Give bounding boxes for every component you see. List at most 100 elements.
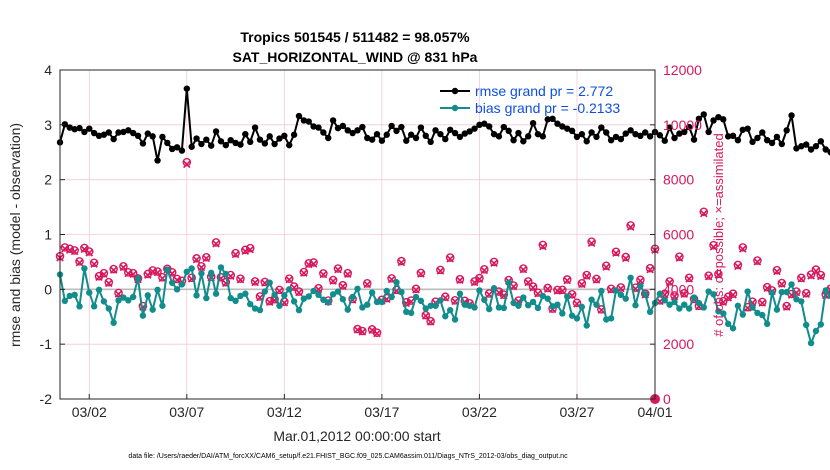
obs-assimilated-marker <box>353 326 362 334</box>
bias-point <box>583 322 590 329</box>
obs-assimilated-marker <box>192 255 201 264</box>
rmse-point <box>237 141 244 148</box>
obs-assimilated-marker <box>817 272 825 281</box>
rmse-point <box>207 142 215 149</box>
rmse-point <box>105 129 112 136</box>
rmse-point <box>490 130 498 138</box>
bias-point <box>305 293 312 300</box>
rmse-point <box>783 127 790 134</box>
bias-point <box>822 287 829 294</box>
bias-series <box>56 264 830 347</box>
rmse-point <box>125 127 132 134</box>
y2-tick-label: 4000 <box>663 281 694 297</box>
obs-possible-marker <box>679 288 689 298</box>
obs-possible-marker <box>426 316 435 326</box>
obs-possible-marker <box>153 267 162 276</box>
rmse-point <box>676 130 683 137</box>
rmse-point <box>793 145 800 152</box>
rmse-point <box>271 140 278 148</box>
obs-possible-marker <box>436 265 445 275</box>
obs-assimilated-marker <box>539 242 547 251</box>
rmse-point <box>232 139 239 147</box>
bias-point <box>178 281 186 288</box>
obs-assimilated-marker <box>558 287 567 295</box>
rmse-point <box>744 125 751 132</box>
obs-possible-marker <box>333 264 343 273</box>
rmse-point <box>422 132 429 139</box>
rmse-point <box>524 133 532 140</box>
obs-assimilated-marker <box>339 282 347 291</box>
y2-tick-label: 6000 <box>663 227 694 243</box>
y-tick-label: -2 <box>40 391 53 407</box>
obs-possible-marker <box>319 269 328 278</box>
obs-assimilated-marker <box>446 255 454 263</box>
bias-point <box>520 294 527 301</box>
bias-point <box>642 291 649 298</box>
bias-point <box>139 312 147 319</box>
obs-assimilated-marker <box>734 262 742 271</box>
obs-possible-marker <box>572 298 582 308</box>
bias-point <box>344 306 351 313</box>
obs-possible-marker <box>475 273 484 283</box>
bias-point <box>471 304 478 311</box>
obs-assimilated-marker <box>543 285 552 293</box>
obs-assimilated-marker <box>670 292 679 301</box>
rmse-point <box>310 123 317 130</box>
obs-possible-marker <box>294 287 304 296</box>
obs-assimilated-marker <box>251 278 259 287</box>
bias-point <box>568 312 576 319</box>
bias-point <box>373 298 381 306</box>
rmse-point <box>398 123 405 131</box>
rmse-point <box>325 134 332 142</box>
rmse-point <box>817 138 825 145</box>
bias-point <box>744 288 751 295</box>
obs-assimilated-marker <box>358 328 367 336</box>
obs-possible-marker <box>621 252 631 262</box>
bias-point <box>315 291 322 299</box>
bias-point <box>500 304 508 312</box>
obs-possible-marker <box>811 265 821 274</box>
bias-point <box>661 297 668 304</box>
obs-assimilated-marker <box>363 280 372 289</box>
obs-possible-marker <box>665 277 674 286</box>
rmse-point <box>627 127 634 134</box>
bias-point <box>685 305 693 312</box>
obs-assimilated-marker <box>368 326 376 334</box>
obs-assimilated-marker <box>782 303 791 311</box>
obs-possible-marker <box>797 273 806 283</box>
rmse-point <box>505 127 512 135</box>
obs-possible-marker <box>626 221 635 230</box>
obs-assimilated-marker <box>582 272 591 280</box>
rmse-point <box>193 135 200 142</box>
bias-point <box>325 299 332 306</box>
obs-possible-marker <box>733 260 743 270</box>
bias-point <box>559 310 566 317</box>
bias-point <box>320 296 327 303</box>
obs-possible-marker <box>89 258 99 268</box>
obs-assimilated-marker <box>183 160 191 169</box>
rmse-point <box>120 128 127 136</box>
obs-assimilated-marker <box>231 250 240 259</box>
bias-point <box>749 304 756 311</box>
obs-possible-marker <box>772 265 782 275</box>
rmse-point <box>642 129 649 136</box>
obs-possible-marker <box>616 283 626 292</box>
bias-point <box>773 306 781 313</box>
obs-possible-marker <box>119 262 128 271</box>
bias-point <box>295 306 303 314</box>
obs-possible-marker <box>528 282 538 291</box>
rmse-point <box>549 115 556 123</box>
obs-assimilated-marker <box>109 266 118 274</box>
bias-point <box>349 293 356 301</box>
obs-assimilated-marker <box>797 275 806 283</box>
obs-possible-marker <box>577 279 587 288</box>
rmse-point <box>671 134 678 142</box>
bias-point <box>715 308 722 315</box>
obs-assimilated-marker <box>714 271 723 279</box>
rmse-point <box>773 133 781 141</box>
obs-possible-marker <box>582 270 592 280</box>
bias-point <box>212 290 220 297</box>
obs-assimilated-marker <box>300 269 308 277</box>
bias-point <box>129 293 137 301</box>
rmse-point <box>715 113 722 121</box>
